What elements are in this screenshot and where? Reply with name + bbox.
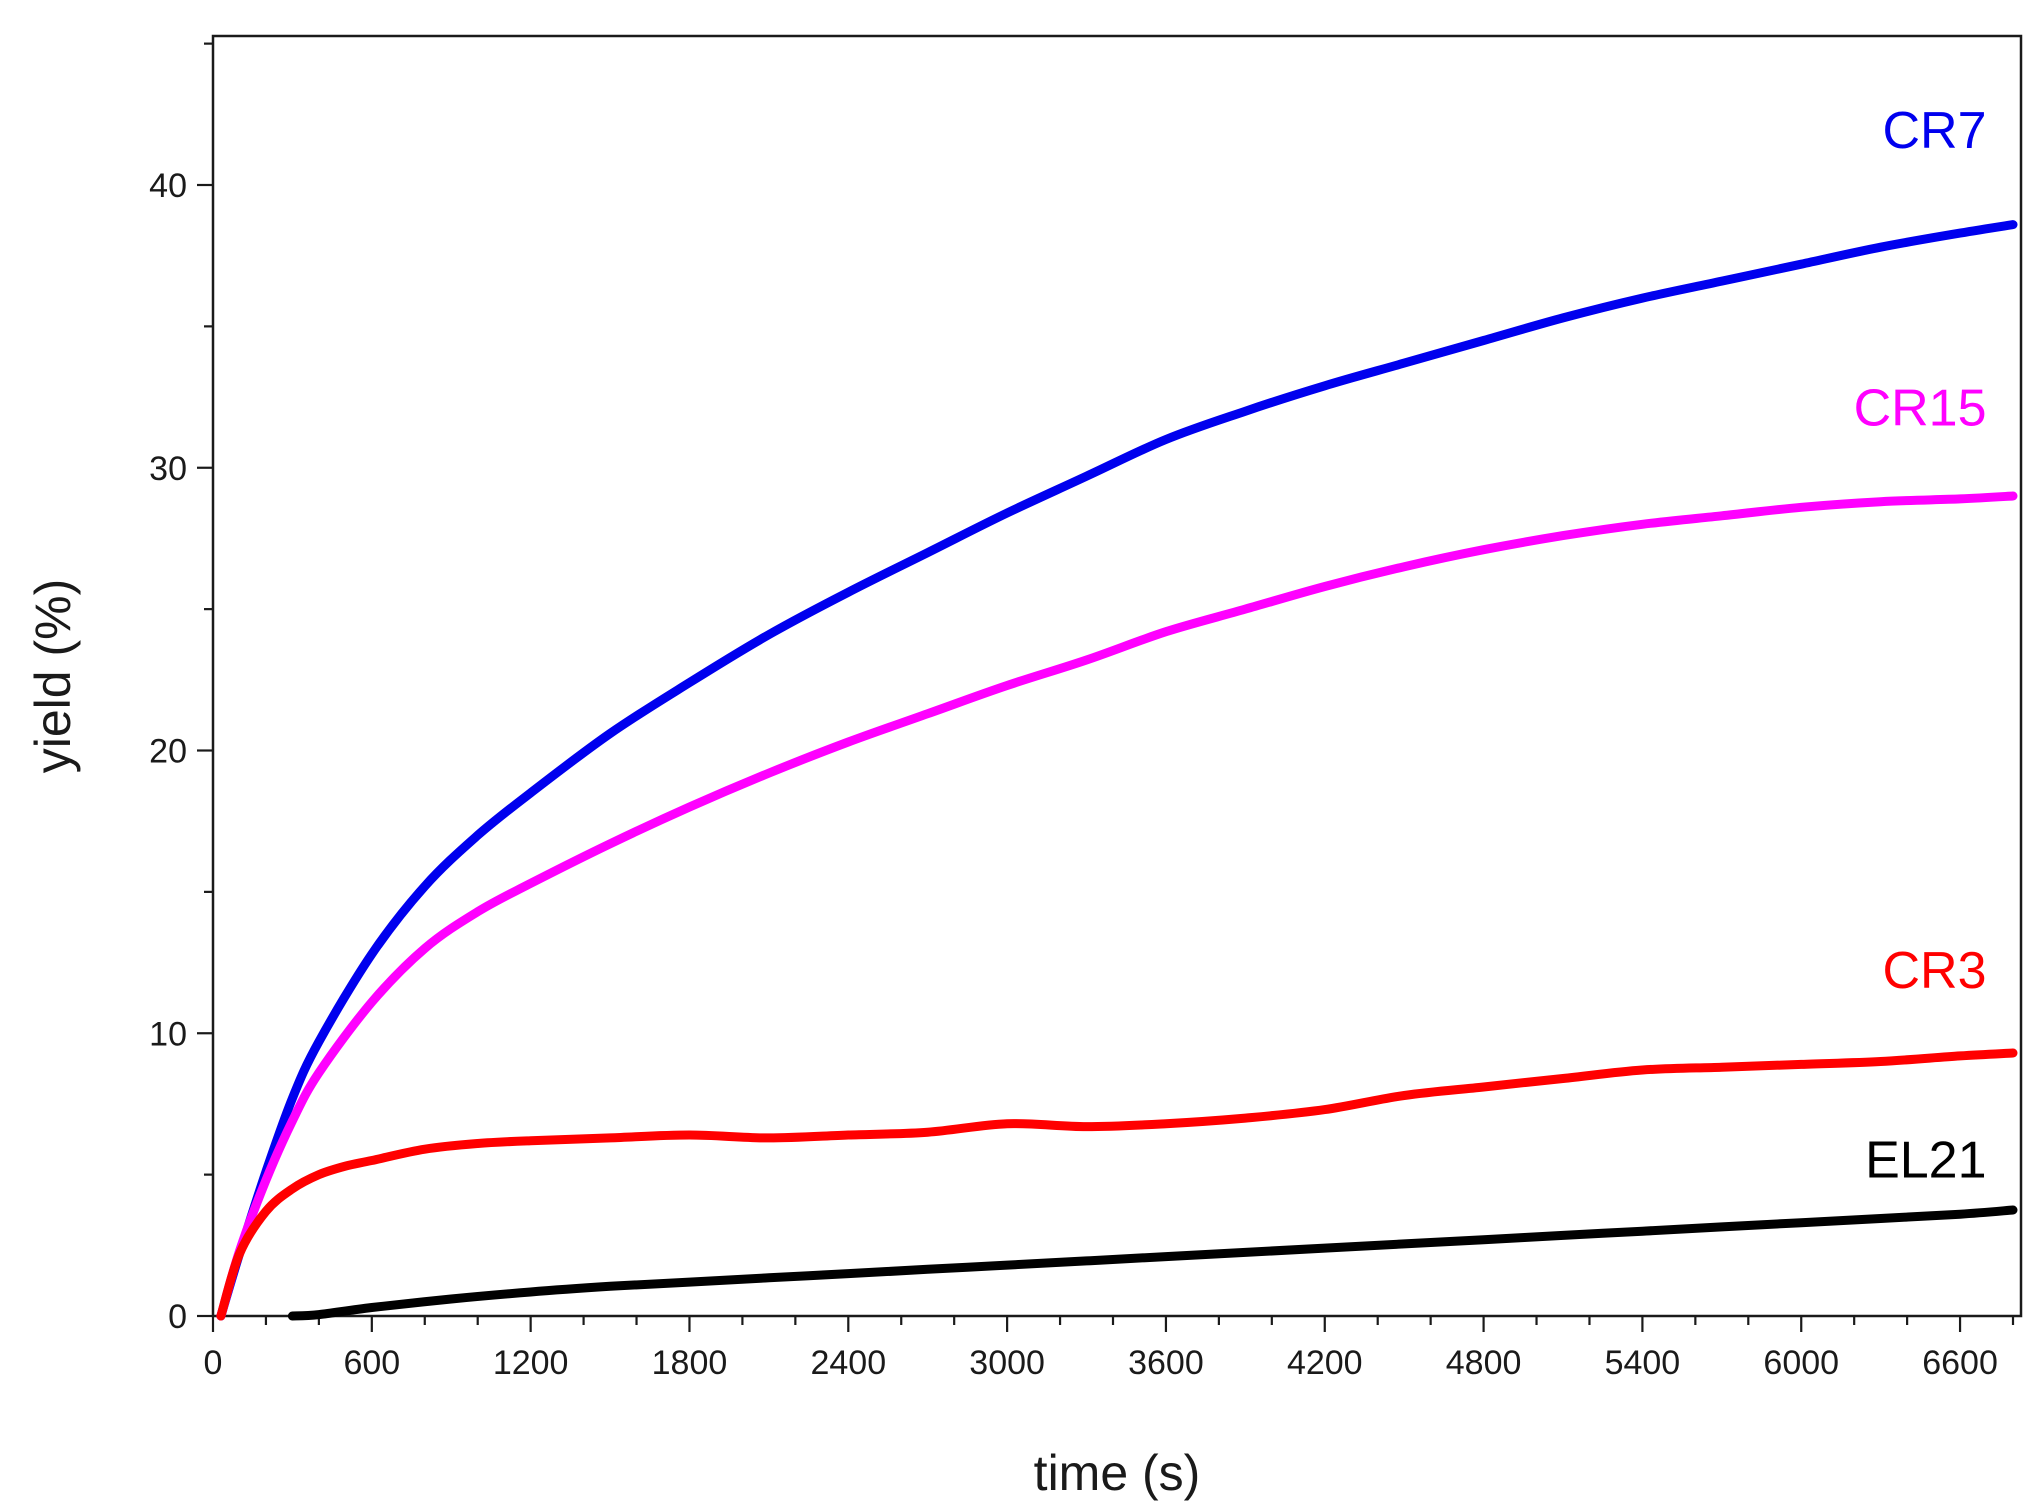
series-label-cr3: CR3 (1882, 942, 1986, 1000)
series-labels: CR7 CR15 CR3 EL21 (1854, 102, 1987, 1189)
y-tick-label: 10 (149, 1015, 187, 1053)
series-label-cr7: CR7 (1882, 102, 1986, 160)
x-axis-title: time (s) (1034, 1445, 1201, 1501)
x-tick-label: 6000 (1763, 1344, 1839, 1382)
x-tick-label: 1800 (652, 1344, 728, 1382)
x-tick-label: 5400 (1605, 1344, 1681, 1382)
x-tick-label: 2400 (810, 1344, 886, 1382)
x-tick-label: 1200 (493, 1344, 569, 1382)
series-label-cr15: CR15 (1854, 379, 1987, 437)
plot-frame (211, 34, 2023, 1318)
x-tick-label: 600 (343, 1344, 400, 1382)
y-tick-label: 40 (149, 167, 187, 205)
x-tick-label: 4800 (1446, 1344, 1522, 1382)
series-line-el21 (287, 1205, 2018, 1321)
y-axis-ticks: 0 10 20 30 40 (149, 42, 213, 1336)
series-line-cr15 (216, 491, 2018, 1321)
y-tick-label: 20 (149, 733, 187, 771)
x-tick-label: 3600 (1128, 1344, 1204, 1382)
series-label-el21: EL21 (1865, 1131, 1986, 1189)
x-tick-label: 6600 (1922, 1344, 1998, 1382)
series-line-cr7 (216, 220, 2018, 1321)
y-tick-label: 30 (149, 450, 187, 488)
x-tick-label: 3000 (969, 1344, 1045, 1382)
x-axis-ticks: 0 600 1200 1800 2400 3000 3600 4200 4800 5400 6000… (204, 1316, 2015, 1382)
y-tick-label: 0 (168, 1298, 187, 1336)
series-line-cr3 (216, 1048, 2018, 1321)
x-tick-label: 0 (204, 1344, 223, 1382)
x-tick-label: 4200 (1287, 1344, 1363, 1382)
series-lines (216, 220, 2018, 1321)
y-axis-title: yield (%) (25, 579, 81, 773)
